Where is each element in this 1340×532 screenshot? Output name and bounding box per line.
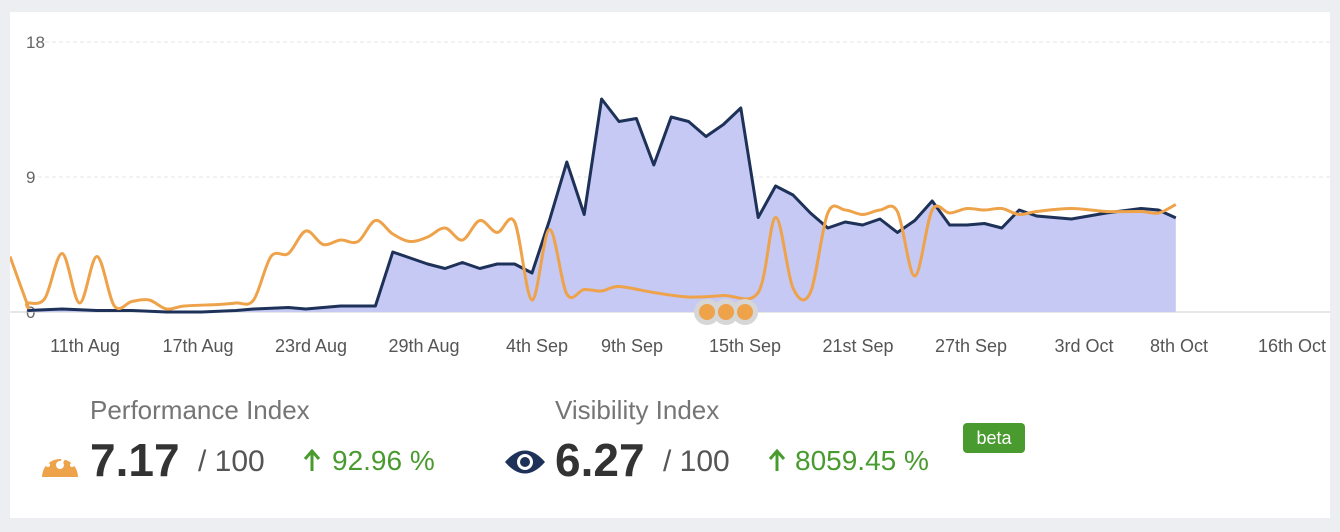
x-tick-label: 9th Sep — [601, 336, 663, 356]
x-tick-label: 4th Sep — [506, 336, 568, 356]
x-tick-label: 27th Sep — [935, 336, 1007, 356]
annotation-marker — [737, 304, 753, 320]
visibility-line — [27, 97, 1177, 314]
annotation-marker — [718, 304, 734, 320]
visibility-index-change: 8059.45 % — [795, 445, 929, 476]
gauge-icon — [38, 443, 82, 486]
performance-index-max: / 100 — [198, 445, 265, 478]
eye-icon — [503, 447, 547, 482]
y-tick-label: 9 — [26, 168, 35, 187]
performance-line — [10, 203, 1177, 311]
beta-badge: beta — [963, 423, 1025, 453]
visibility-index-label: Visibility Index — [555, 395, 720, 425]
x-tick-label: 17th Aug — [162, 336, 233, 356]
arrow-up-icon — [302, 447, 322, 478]
x-tick-label: 23rd Aug — [275, 336, 347, 356]
performance-index-block: Performance Index 7.17 / 100 92.96 % — [42, 395, 435, 486]
x-tick-label: 11th Aug — [50, 336, 120, 356]
annotation-marker — [699, 304, 715, 320]
performance-index-label: Performance Index — [90, 395, 310, 425]
x-tick-label: 29th Aug — [388, 336, 459, 356]
visibility-area — [27, 99, 1176, 312]
visibility-index-value: 6.27 — [555, 434, 645, 486]
x-tick-label: 15th Sep — [709, 336, 781, 356]
y-tick-label: 18 — [26, 33, 45, 52]
performance-index-change: 92.96 % — [332, 445, 435, 476]
arrow-up-icon — [767, 447, 787, 478]
performance-index-value: 7.17 — [90, 434, 180, 486]
visibility-index-block: Visibility Index 6.27 / 100 8059.45 % — [505, 395, 929, 486]
x-tick-label: 8th Oct — [1150, 336, 1208, 356]
visibility-index-max: / 100 — [663, 445, 730, 478]
x-tick-label: 16th Oct — [1258, 336, 1326, 356]
x-tick-label: 21st Sep — [822, 336, 893, 356]
x-tick-label: 3rd Oct — [1054, 336, 1113, 356]
